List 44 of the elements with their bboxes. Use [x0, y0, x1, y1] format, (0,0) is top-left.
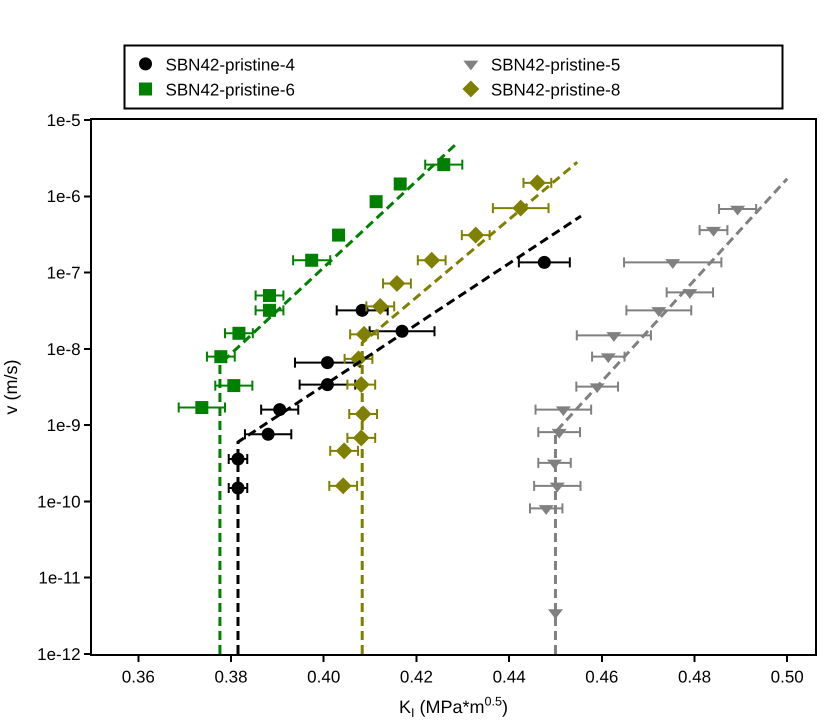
point	[467, 226, 484, 244]
legend-label: SBN42-pristine-6	[166, 80, 295, 100]
x-tick-label: 0.38	[214, 667, 248, 686]
point	[370, 195, 383, 208]
point	[334, 477, 352, 494]
point	[263, 304, 276, 317]
point	[372, 298, 389, 315]
point	[305, 254, 318, 267]
x-tick-label: 0.42	[400, 667, 433, 686]
y-tick-label: 1e-12	[37, 644, 81, 664]
point	[423, 252, 440, 269]
point	[394, 177, 407, 190]
legend-label: SBN42-pristine-8	[490, 80, 620, 100]
point	[388, 275, 406, 292]
legend-label: SBN42-pristine-4	[166, 56, 295, 74]
point	[195, 401, 208, 414]
y-tick-label: 1e-11	[38, 568, 81, 588]
point	[356, 326, 372, 343]
x-tick-label: 0.44	[492, 667, 526, 686]
point	[320, 356, 334, 370]
x-tick-label: 0.46	[585, 667, 618, 686]
y-tick-label: 1e-9	[46, 416, 81, 436]
y-tick-label: 1e-7	[46, 264, 81, 283]
point	[538, 256, 551, 269]
point	[227, 379, 240, 392]
point	[437, 158, 450, 172]
y-tick-label: 1e-10	[37, 492, 81, 512]
x-tick-label: 0.40	[307, 667, 340, 686]
x-tick-label: 0.36	[122, 667, 155, 686]
point	[332, 228, 346, 242]
y-tick-label: 1e-5	[46, 110, 81, 130]
point	[356, 304, 369, 317]
x-tick-label: 0.48	[678, 667, 712, 686]
legend-label: SBN42-pristine-5	[490, 56, 620, 74]
point	[262, 428, 275, 441]
y-tick-label: 1e-6	[46, 187, 81, 206]
point	[528, 174, 546, 192]
y-tick-label: 1e-8	[46, 340, 81, 359]
y-axis-title: v (m/s)	[0, 360, 21, 414]
point	[336, 442, 353, 460]
point	[263, 289, 276, 302]
x-axis-title: K$_{I}$ (MPa*m$^{0.5}$)	[398, 694, 508, 720]
x-tick-label: 0.50	[770, 667, 804, 686]
point	[232, 326, 246, 340]
